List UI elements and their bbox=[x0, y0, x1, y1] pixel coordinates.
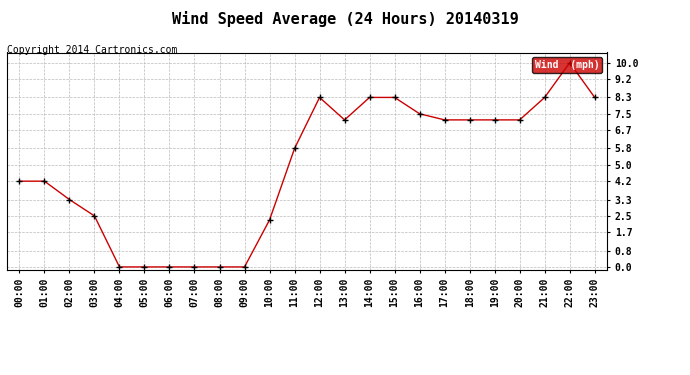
Text: Wind Speed Average (24 Hours) 20140319: Wind Speed Average (24 Hours) 20140319 bbox=[172, 11, 518, 27]
Text: Copyright 2014 Cartronics.com: Copyright 2014 Cartronics.com bbox=[7, 45, 177, 55]
Legend: Wind  (mph): Wind (mph) bbox=[532, 57, 602, 73]
